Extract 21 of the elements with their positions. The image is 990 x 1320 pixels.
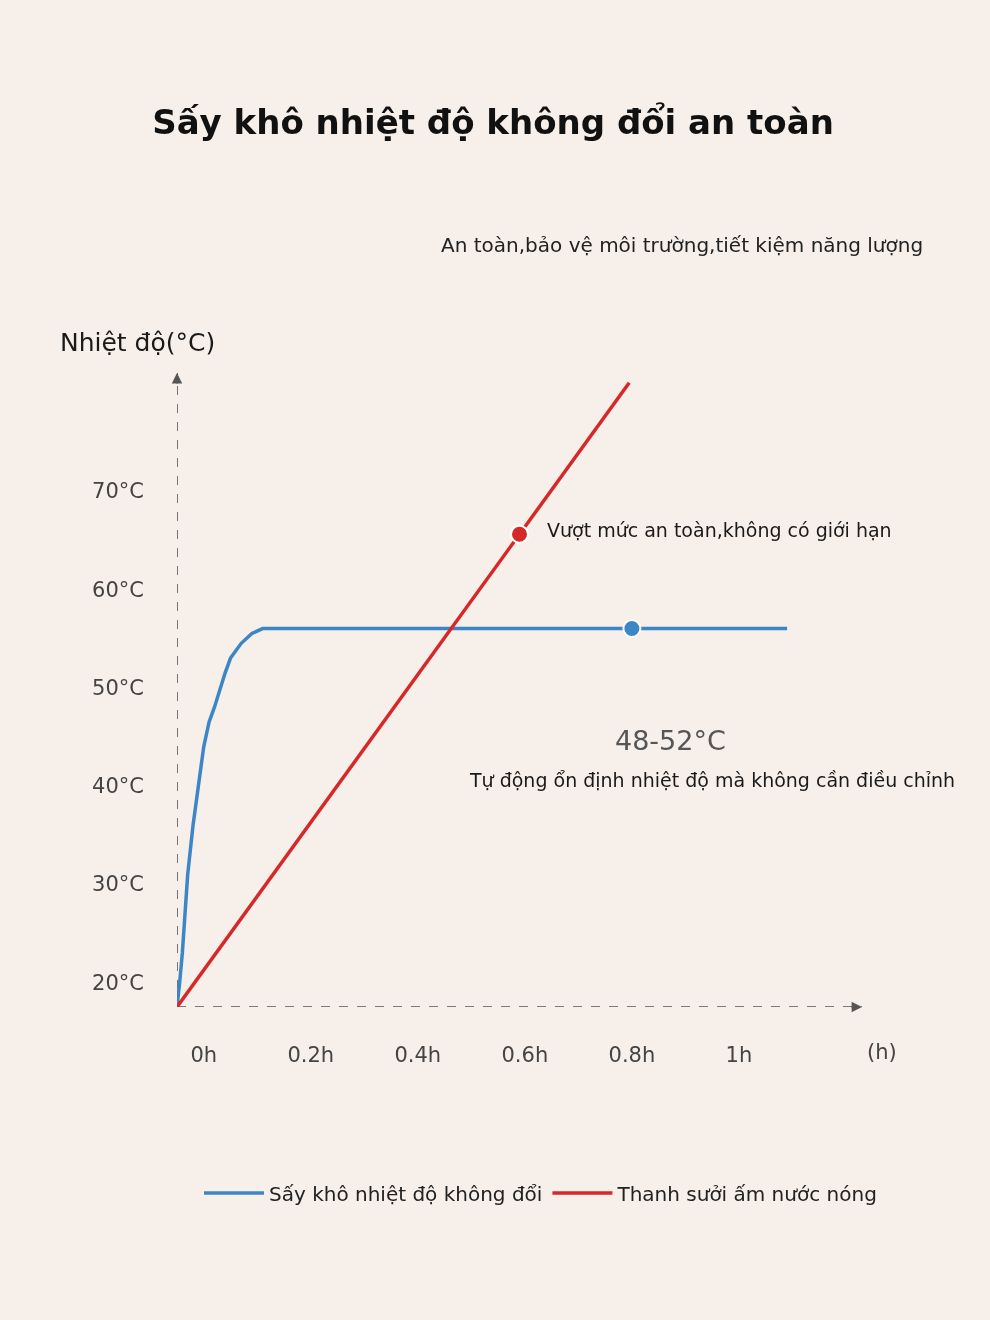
y-tick-label: 70°C <box>92 479 144 504</box>
legend-label: Thanh sưởi ấm nước nóng <box>616 1181 877 1206</box>
chart-subtitle: An toàn,bảo vệ môi trường,tiết kiệm năng lượng <box>441 233 924 257</box>
x-axis-title: (h) <box>867 1040 897 1064</box>
x-tick-label: 0.2h <box>287 1043 335 1067</box>
x-tick-label: 0h <box>190 1043 218 1067</box>
y-tick-label: 50°C <box>92 675 144 700</box>
chart-title: Sấy khô nhiệt độ không đổi an toàn <box>152 101 834 142</box>
y-axis-title: Nhiệt độ(°C) <box>60 328 216 357</box>
annotation: 48-52°C <box>615 725 726 756</box>
x-tick-label: 0.4h <box>394 1043 442 1067</box>
x-tick-label: 0.6h <box>501 1043 549 1067</box>
annotation: Tự động ổn định nhiệt độ mà không cần điều chỉnh <box>469 769 956 791</box>
y-tick-label: 20°C <box>92 970 144 995</box>
x-tick-label: 0.8h <box>608 1043 656 1067</box>
y-tick-label: 40°C <box>92 774 144 799</box>
y-tick-label: 30°C <box>92 872 144 897</box>
legend-label: Sấy khô nhiệt độ không đổi <box>269 1181 543 1206</box>
y-tick-label: 60°C <box>92 577 144 602</box>
annotation: Vượt mức an toàn,không có giới hạn <box>547 519 892 541</box>
x-tick-label: 1h <box>725 1043 753 1067</box>
